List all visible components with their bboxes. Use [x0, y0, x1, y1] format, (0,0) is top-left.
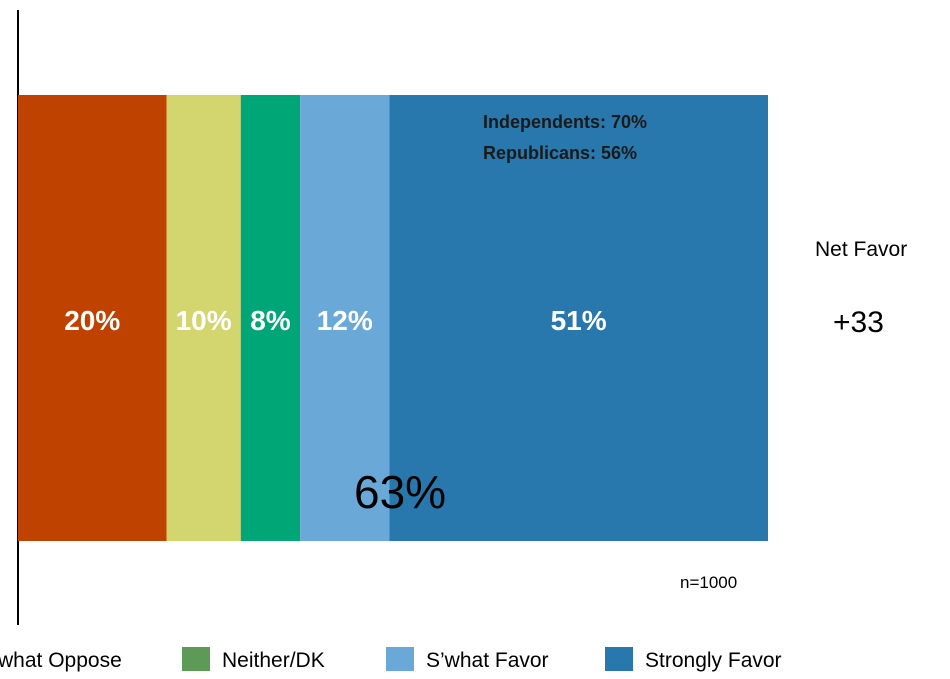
net-favor-value: +33 — [833, 306, 884, 339]
stacked-bar — [18, 95, 768, 541]
sample-size: n=1000 — [680, 573, 737, 592]
segment-labels: 20% 10% 8% 12% 51% — [64, 305, 607, 336]
bar-segment-4 — [389, 95, 768, 541]
legend-swatch-1 — [182, 647, 210, 671]
legend-label-0: what Oppose — [0, 649, 122, 672]
bar-label-2: 8% — [250, 305, 291, 336]
bar-label-0: 20% — [64, 305, 120, 336]
bar-segment-0 — [18, 95, 167, 541]
independents-annotation: Independents: 70% — [483, 112, 647, 132]
legend: what Oppose Neither/DK S’what Favor Strongl… — [0, 647, 782, 672]
net-favor-label: Net Favor — [815, 238, 907, 261]
legend-swatch-2 — [386, 647, 414, 671]
legend-label-1: Neither/DK — [222, 649, 325, 672]
bar-label-1: 10% — [176, 305, 232, 336]
total-favor-label: 63% — [354, 466, 446, 518]
legend-swatch-3 — [605, 647, 633, 671]
legend-label-2: S’what Favor — [426, 649, 549, 672]
bar-label-4: 51% — [551, 305, 607, 336]
bar-segment-2 — [240, 95, 301, 541]
bar-label-3: 12% — [317, 305, 373, 336]
bar-segment-1 — [166, 95, 241, 541]
bar-segment-3 — [300, 95, 390, 541]
republicans-annotation: Republicans: 56% — [483, 143, 637, 163]
legend-label-3: Strongly Favor — [645, 649, 782, 672]
